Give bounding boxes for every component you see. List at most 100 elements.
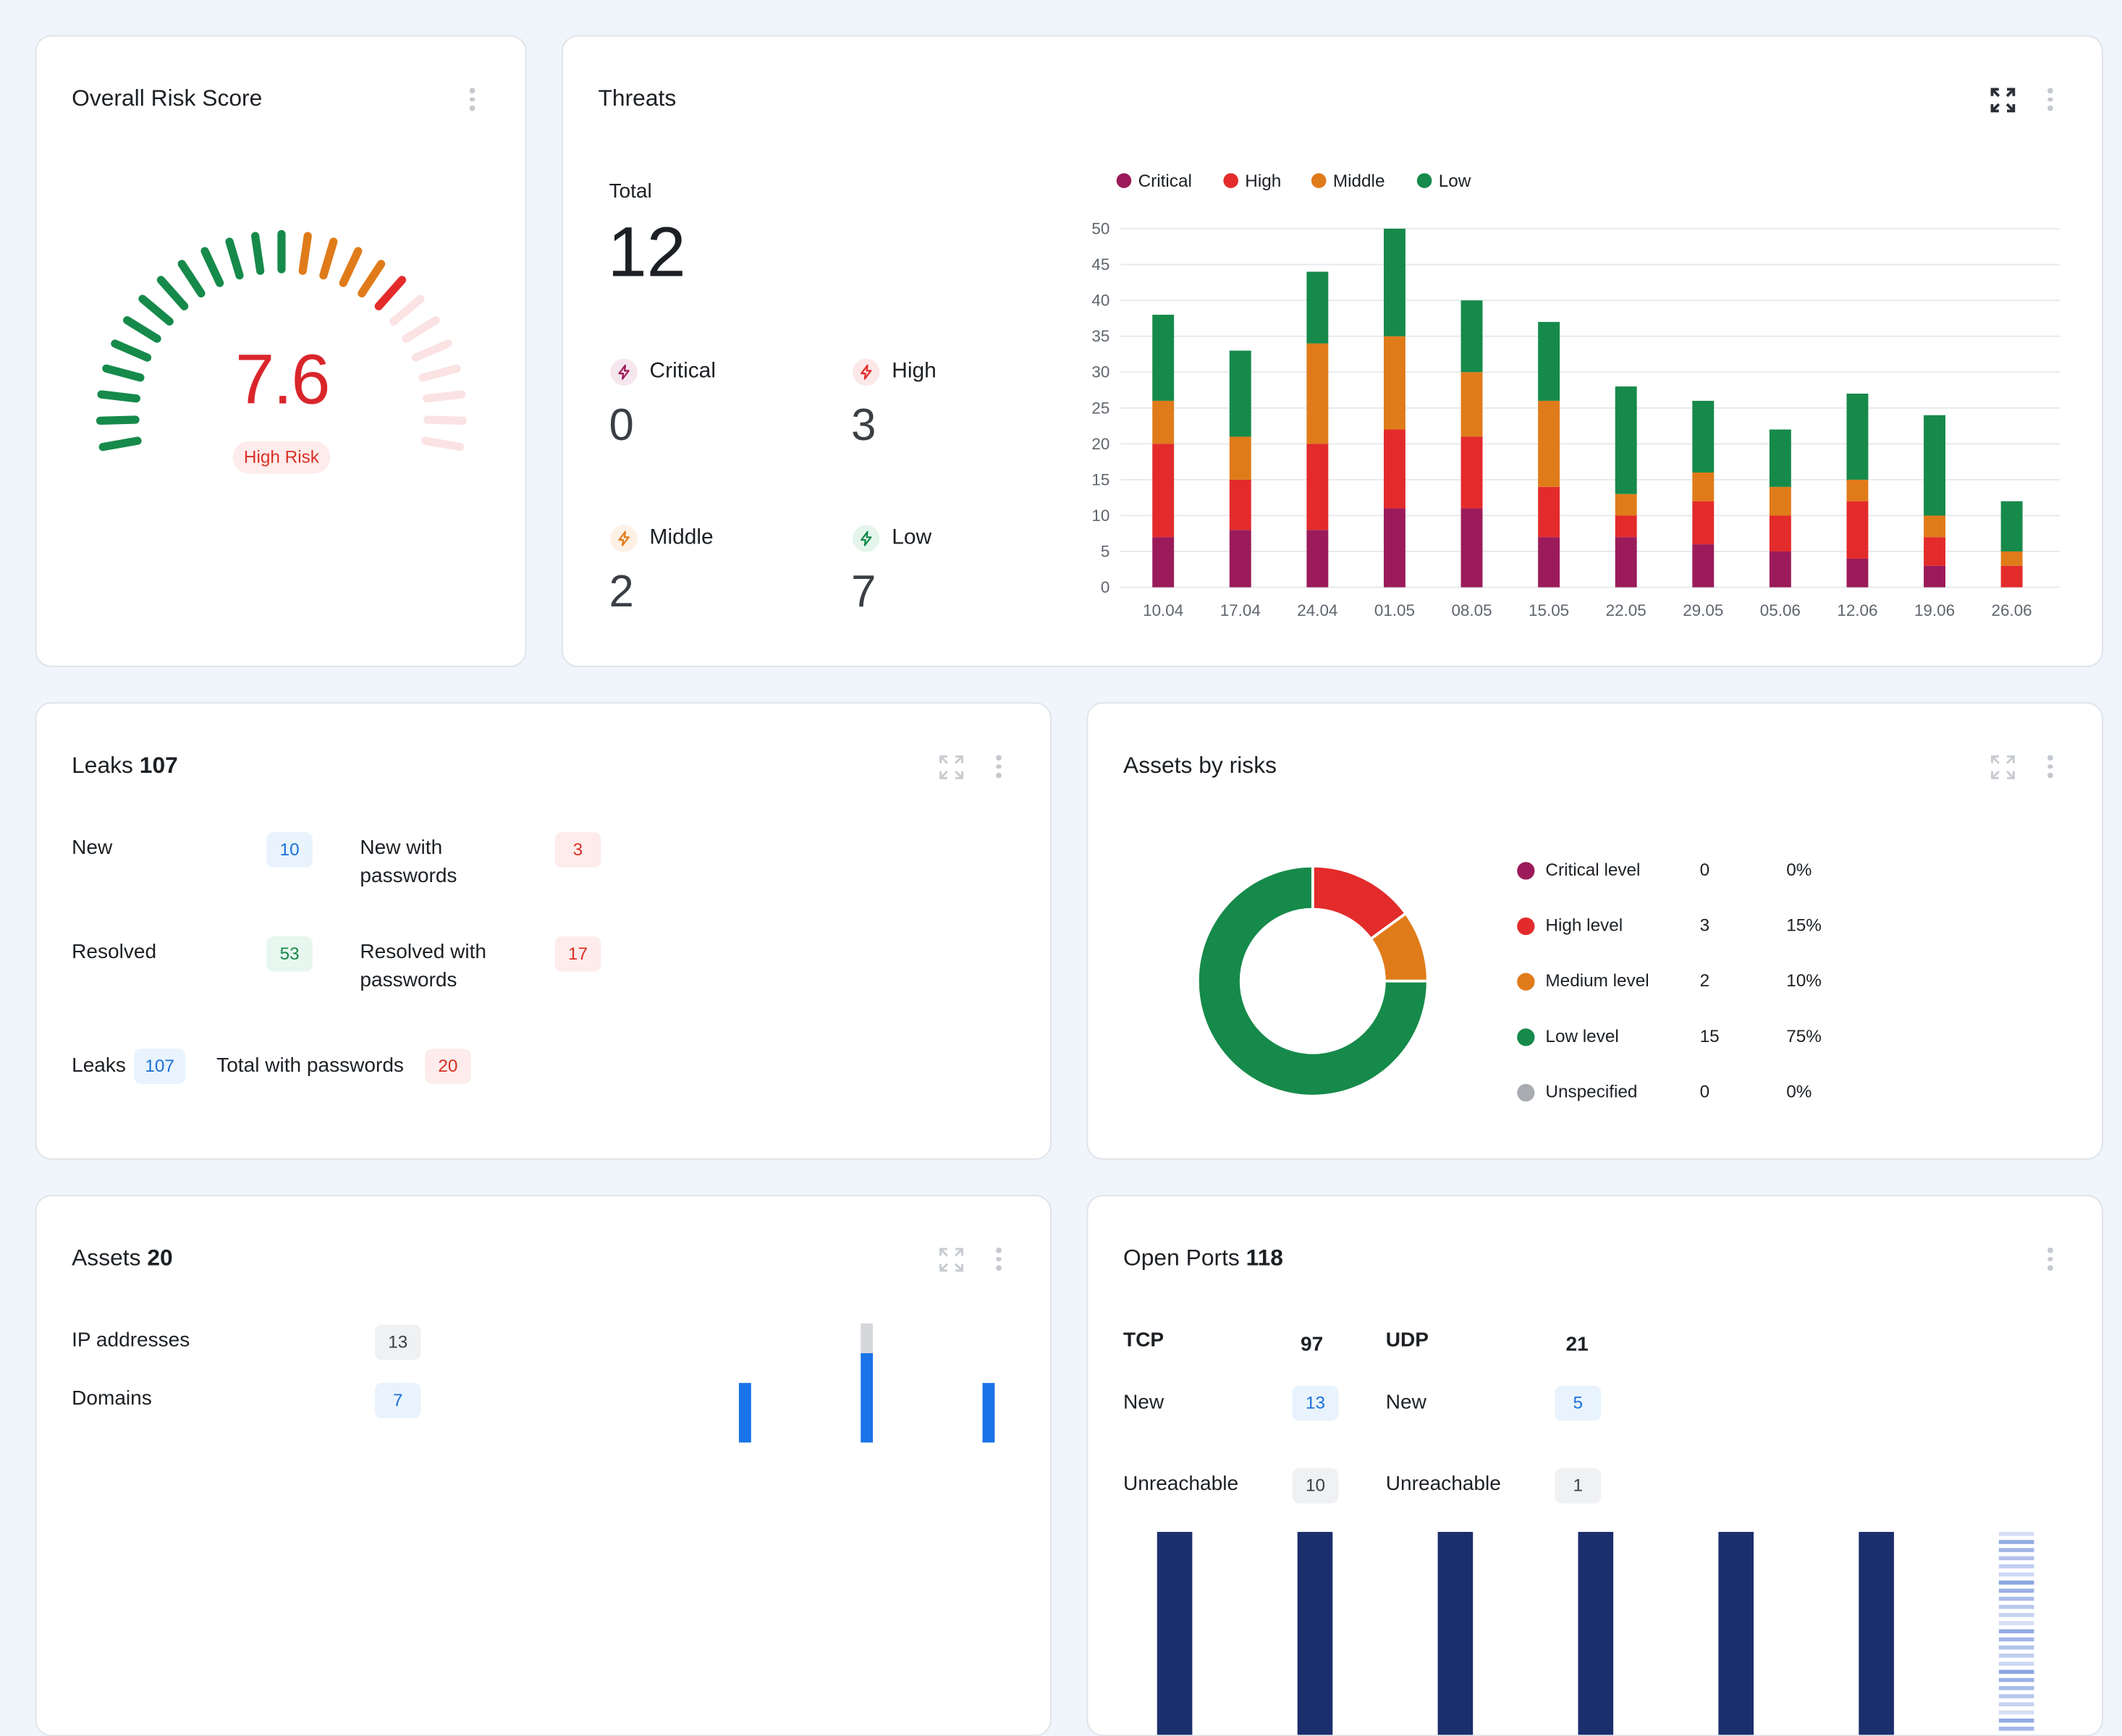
legend-swatch [1116, 173, 1132, 188]
bar-segment[interactable] [1692, 473, 1715, 501]
legend-label: Unspecified [1545, 1081, 1638, 1102]
stat-badge[interactable]: 53 [266, 936, 313, 972]
bar-segment[interactable] [1306, 271, 1329, 344]
bar-segment[interactable] [1615, 537, 1637, 588]
tcp-new-badge[interactable]: 13 [1292, 1385, 1339, 1421]
card-title: Overall Risk Score [72, 85, 263, 111]
bar-segment[interactable] [1924, 565, 1945, 588]
card-title: Assets by risks [1123, 752, 1277, 779]
stat-badge[interactable]: 10 [266, 832, 313, 868]
expand-icon[interactable] [1990, 754, 2016, 781]
bar-segment[interactable] [1924, 415, 1945, 516]
bar-segment[interactable] [1769, 551, 1791, 588]
bar-segment[interactable] [1461, 508, 1483, 588]
bar-segment[interactable] [1306, 343, 1329, 444]
gauge-tick [402, 316, 440, 343]
legend-item[interactable]: High [1223, 171, 1281, 191]
port-bar[interactable] [1437, 1531, 1474, 1736]
bar-segment[interactable] [1229, 479, 1251, 530]
gauge-tick [225, 237, 244, 280]
y-tick-label: 35 [1091, 327, 1109, 345]
more-options-icon[interactable] [469, 88, 475, 113]
mini-bar[interactable] [738, 1383, 751, 1443]
bar-segment[interactable] [1229, 436, 1251, 480]
bar-segment[interactable] [1152, 314, 1175, 401]
bar-segment[interactable] [1538, 321, 1560, 401]
more-options-icon[interactable] [996, 755, 1001, 779]
port-bar[interactable] [1859, 1531, 1894, 1736]
port-bar[interactable] [1297, 1531, 1333, 1736]
port-bar-striped[interactable] [1998, 1531, 2034, 1736]
bar-segment[interactable] [1461, 300, 1483, 373]
bar-segment[interactable] [1461, 372, 1483, 437]
bar-segment[interactable] [1383, 336, 1405, 430]
bar-segment[interactable] [1692, 544, 1715, 588]
bar-segment[interactable] [1461, 436, 1483, 509]
bar-segment[interactable] [1769, 515, 1791, 552]
port-bar[interactable] [1157, 1531, 1193, 1736]
expand-icon[interactable] [1990, 87, 2016, 114]
bar-segment[interactable] [1152, 400, 1175, 444]
more-options-icon[interactable] [2047, 1248, 2053, 1272]
bar-segment[interactable] [2000, 551, 2023, 566]
bar-segment[interactable] [1769, 429, 1791, 487]
port-bar[interactable] [1578, 1531, 1614, 1736]
footer-badge[interactable]: 107 [134, 1049, 186, 1084]
bar-segment[interactable] [1538, 537, 1560, 588]
bar-segment[interactable] [1924, 537, 1945, 566]
more-options-icon[interactable] [996, 1248, 1001, 1272]
bar-segment[interactable] [1924, 515, 1945, 538]
donut-slice[interactable] [1196, 864, 1429, 1098]
bar-segment[interactable] [1383, 229, 1405, 336]
bar-segment[interactable] [1692, 501, 1715, 545]
bar-segment[interactable] [1769, 486, 1791, 516]
bar-segment[interactable] [1152, 537, 1175, 588]
legend-pct: 0% [1786, 1081, 1812, 1102]
bar-segment[interactable] [1306, 530, 1329, 588]
legend-item[interactable]: Low [1416, 171, 1471, 191]
bar-segment[interactable] [2000, 565, 2023, 588]
udp-unreachable-badge[interactable]: 1 [1555, 1468, 1602, 1504]
bar-segment[interactable] [1615, 386, 1637, 494]
bar-segment[interactable] [1152, 444, 1175, 538]
stat-badge[interactable]: 13 [374, 1324, 421, 1360]
legend-count: 3 [1699, 915, 1710, 936]
footer-badge[interactable]: 20 [425, 1049, 471, 1084]
udp-new-label: New [1385, 1391, 1426, 1415]
bar-segment[interactable] [1846, 558, 1869, 588]
more-options-icon[interactable] [2047, 88, 2053, 113]
bar-segment[interactable] [1306, 444, 1329, 530]
udp-new-badge[interactable]: 5 [1555, 1385, 1602, 1421]
bar-segment[interactable] [1229, 530, 1251, 588]
bar-segment[interactable] [1846, 501, 1869, 559]
tcp-unreachable-badge[interactable]: 10 [1292, 1468, 1339, 1504]
expand-icon[interactable] [938, 754, 965, 781]
stat-badge[interactable]: 3 [554, 832, 601, 868]
mini-bar[interactable] [861, 1353, 874, 1443]
more-options-icon[interactable] [2047, 755, 2053, 779]
bar-segment[interactable] [1383, 508, 1405, 588]
bar-segment[interactable] [1383, 429, 1405, 509]
bar-segment[interactable] [1538, 486, 1560, 538]
stat-label: New [72, 836, 113, 860]
risk-level-label: High Risk [243, 446, 319, 467]
bar-segment[interactable] [1846, 479, 1869, 501]
legend-item[interactable]: Critical [1116, 171, 1192, 191]
bar-segment[interactable] [1692, 400, 1715, 473]
bar-segment[interactable] [1229, 350, 1251, 437]
assets-title: Assets [72, 1245, 141, 1271]
bar-segment[interactable] [1615, 515, 1637, 538]
expand-icon[interactable] [938, 1246, 965, 1273]
port-bar[interactable] [1718, 1531, 1754, 1736]
bar-segment[interactable] [1538, 400, 1560, 487]
leaks-count: 107 [139, 752, 178, 779]
card-title: Open Ports 118 [1123, 1245, 1283, 1271]
mini-bar[interactable] [982, 1383, 995, 1443]
stat-badge[interactable]: 7 [374, 1383, 421, 1418]
bar-segment[interactable] [1846, 393, 1869, 480]
y-tick-label: 30 [1091, 363, 1109, 381]
stat-badge[interactable]: 17 [554, 936, 601, 972]
bar-segment[interactable] [1615, 494, 1637, 516]
legend-item[interactable]: Middle [1311, 171, 1385, 191]
bar-segment[interactable] [2000, 501, 2023, 552]
